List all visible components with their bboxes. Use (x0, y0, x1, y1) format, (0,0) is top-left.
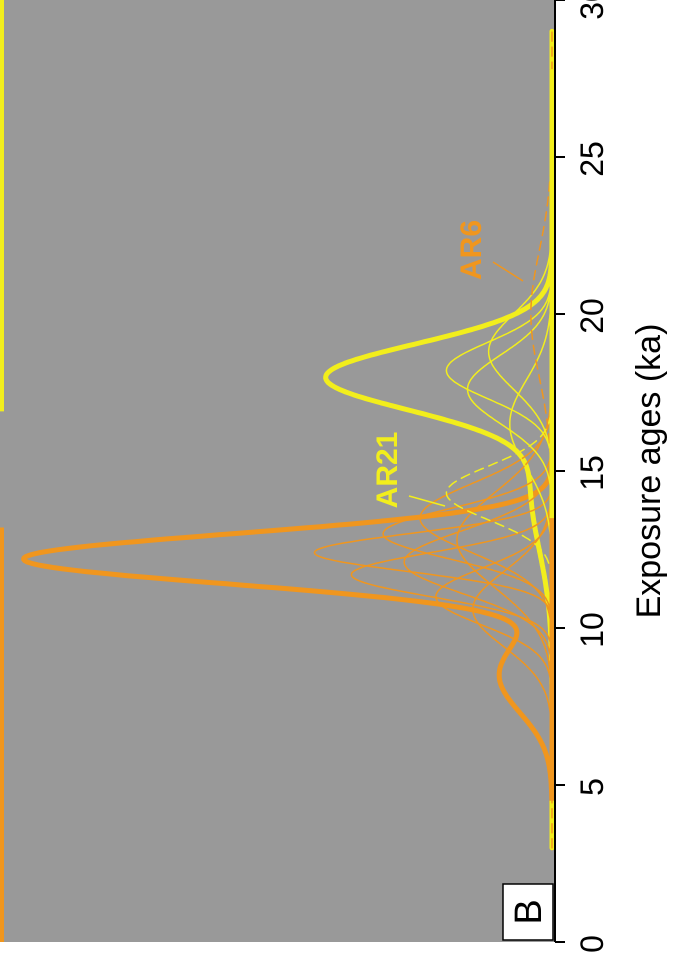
x-tick-label-15: 15 (574, 455, 610, 491)
plot-background (0, 0, 555, 942)
panel-label: B (502, 883, 554, 941)
annotation-ar21-leader (408, 495, 446, 507)
x-tick-label-5: 5 (574, 778, 610, 796)
x-tick-label-10: 10 (574, 612, 610, 648)
x-tick-label-25: 25 (574, 141, 610, 177)
x-tick-label-30: 30 (574, 0, 610, 20)
annotation-ar21: AR21 (371, 432, 404, 509)
x-tick-label-0: 0 (574, 935, 610, 953)
x-axis-title: Exposure ages (ka) (630, 324, 668, 619)
panel-label-box (502, 883, 554, 941)
x-ticks: 0 5 10 15 20 25 30 (555, 0, 610, 953)
x-tick-label-20: 20 (574, 298, 610, 334)
panel-label-text: B (508, 899, 550, 924)
annotation-ar6: AR6 (455, 220, 488, 280)
annotation-ar6-leader (492, 261, 524, 282)
annotations: AR21 AR6 (371, 220, 524, 509)
